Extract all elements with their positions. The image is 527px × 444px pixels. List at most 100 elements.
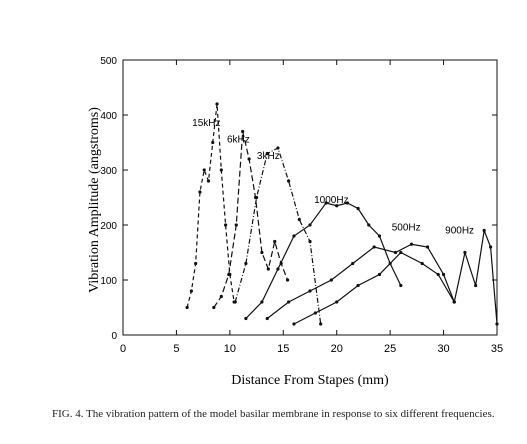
x-tick-label: 30 [437, 343, 449, 355]
data-point-6khz [285, 278, 290, 282]
series-label-3khz: 3kHz [257, 151, 280, 162]
data-point-15khz [202, 168, 206, 172]
data-point-3khz [254, 195, 259, 200]
data-point-900hz [474, 283, 478, 288]
data-point-15khz [215, 102, 219, 106]
x-tick-label: 35 [491, 343, 503, 355]
series-label-6khz: 6kHz [227, 135, 250, 146]
data-point-1000hz [324, 201, 328, 205]
data-point-900hz [377, 272, 382, 277]
data-point-3khz [265, 151, 269, 156]
data-point-3khz [244, 261, 248, 266]
data-point-3khz [308, 239, 312, 244]
data-point-6khz [227, 272, 231, 277]
ticks: 0 5 10 15 20 25 30 35 0 100 200 300 400 500 [100, 56, 503, 355]
series-line-1000hz [245, 202, 402, 319]
data-point-3khz [319, 322, 323, 326]
data-point-3khz [297, 217, 301, 222]
data-point-6khz [266, 267, 270, 271]
data-point-15khz [206, 179, 211, 183]
data-point-900hz [488, 245, 493, 249]
y-tick-label: 300 [100, 166, 117, 177]
x-tick-label: 20 [331, 343, 343, 355]
data-point-500hz [441, 272, 446, 277]
series-line-500hz [266, 243, 455, 319]
data-point-1000hz [377, 234, 382, 238]
data-point-1000hz [308, 223, 312, 227]
data-point-500hz [351, 261, 355, 266]
y-tick-label: 0 [111, 331, 117, 342]
data-point-500hz [329, 278, 333, 282]
series-line-6khz [213, 131, 289, 308]
data-point-500hz [425, 245, 430, 249]
series-group [185, 102, 499, 326]
data-point-900hz [452, 300, 456, 304]
series-label-15khz: 15kHz [192, 118, 220, 129]
data-point-900hz [313, 311, 317, 315]
data-point-900hz [292, 322, 296, 326]
chart: 0 5 10 15 20 25 30 35 0 100 200 300 400 500 15kHz 6kHz… [87, 56, 503, 388]
data-point-900hz [436, 272, 440, 277]
data-point-900hz [356, 283, 360, 288]
data-point-3khz [287, 179, 291, 183]
data-point-15khz [219, 168, 223, 172]
data-point-3khz [233, 300, 237, 304]
data-point-15khz [185, 305, 189, 310]
data-point-6khz [247, 157, 251, 161]
x-tick-label: 15 [277, 343, 289, 355]
data-point-1000hz [292, 234, 296, 238]
data-point-500hz [308, 289, 312, 293]
plot-frame [122, 59, 498, 336]
data-point-6khz [241, 129, 245, 134]
data-point-900hz [420, 261, 424, 266]
figure-caption: FIG. 4. The vibration pattern of the mod… [52, 408, 495, 420]
data-point-1000hz [244, 316, 248, 321]
data-point-15khz [194, 261, 198, 266]
y-tick-label: 500 [100, 56, 117, 67]
data-point-1000hz [356, 206, 360, 211]
data-point-6khz [219, 294, 223, 299]
data-point-1000hz [367, 223, 371, 227]
data-point-6khz [273, 239, 277, 244]
data-point-1000hz [335, 204, 339, 208]
data-point-500hz [409, 242, 414, 246]
data-point-500hz [265, 316, 269, 321]
data-point-1000hz [260, 300, 264, 304]
data-point-900hz [463, 250, 467, 255]
data-point-500hz [287, 300, 291, 304]
data-point-15khz [223, 223, 228, 227]
series-label-1000hz: 1000Hz [314, 195, 348, 206]
data-point-15khz [189, 289, 193, 293]
x-tick-label: 0 [120, 343, 126, 355]
data-point-6khz [260, 250, 264, 255]
x-tick-label: 5 [173, 343, 179, 355]
data-point-3khz [276, 146, 280, 150]
series-labels: 15kHz 6kHz 3kHz 1000Hz 500Hz 900Hz [192, 118, 474, 236]
x-tick-label: 25 [384, 343, 396, 355]
data-point-15khz [198, 190, 202, 194]
y-tick-label: 100 [100, 276, 117, 287]
data-point-900hz [495, 322, 499, 326]
y-axis-label: Vibration Amplitude (angstroms) [87, 107, 102, 293]
data-point-1000hz [345, 201, 349, 205]
data-point-6khz [212, 305, 216, 310]
data-point-500hz [393, 250, 398, 255]
data-point-1000hz [276, 267, 280, 271]
x-tick-label: 10 [224, 343, 236, 355]
data-point-1000hz [399, 283, 403, 288]
data-point-900hz [482, 228, 486, 233]
axes [122, 59, 498, 336]
y-tick-label: 400 [100, 111, 117, 122]
data-point-6khz [234, 223, 238, 227]
y-tick-label: 200 [100, 221, 117, 232]
series-label-500hz: 500Hz [392, 223, 421, 234]
data-point-500hz [372, 245, 376, 249]
data-point-900hz [335, 300, 339, 304]
series-line-3khz [234, 147, 322, 325]
data-point-15khz [211, 140, 215, 145]
series-line-900hz [293, 228, 498, 325]
series-line-15khz [186, 103, 235, 308]
series-label-900hz: 900Hz [445, 225, 474, 236]
x-axis-label: Distance From Stapes (mm) [231, 373, 389, 388]
